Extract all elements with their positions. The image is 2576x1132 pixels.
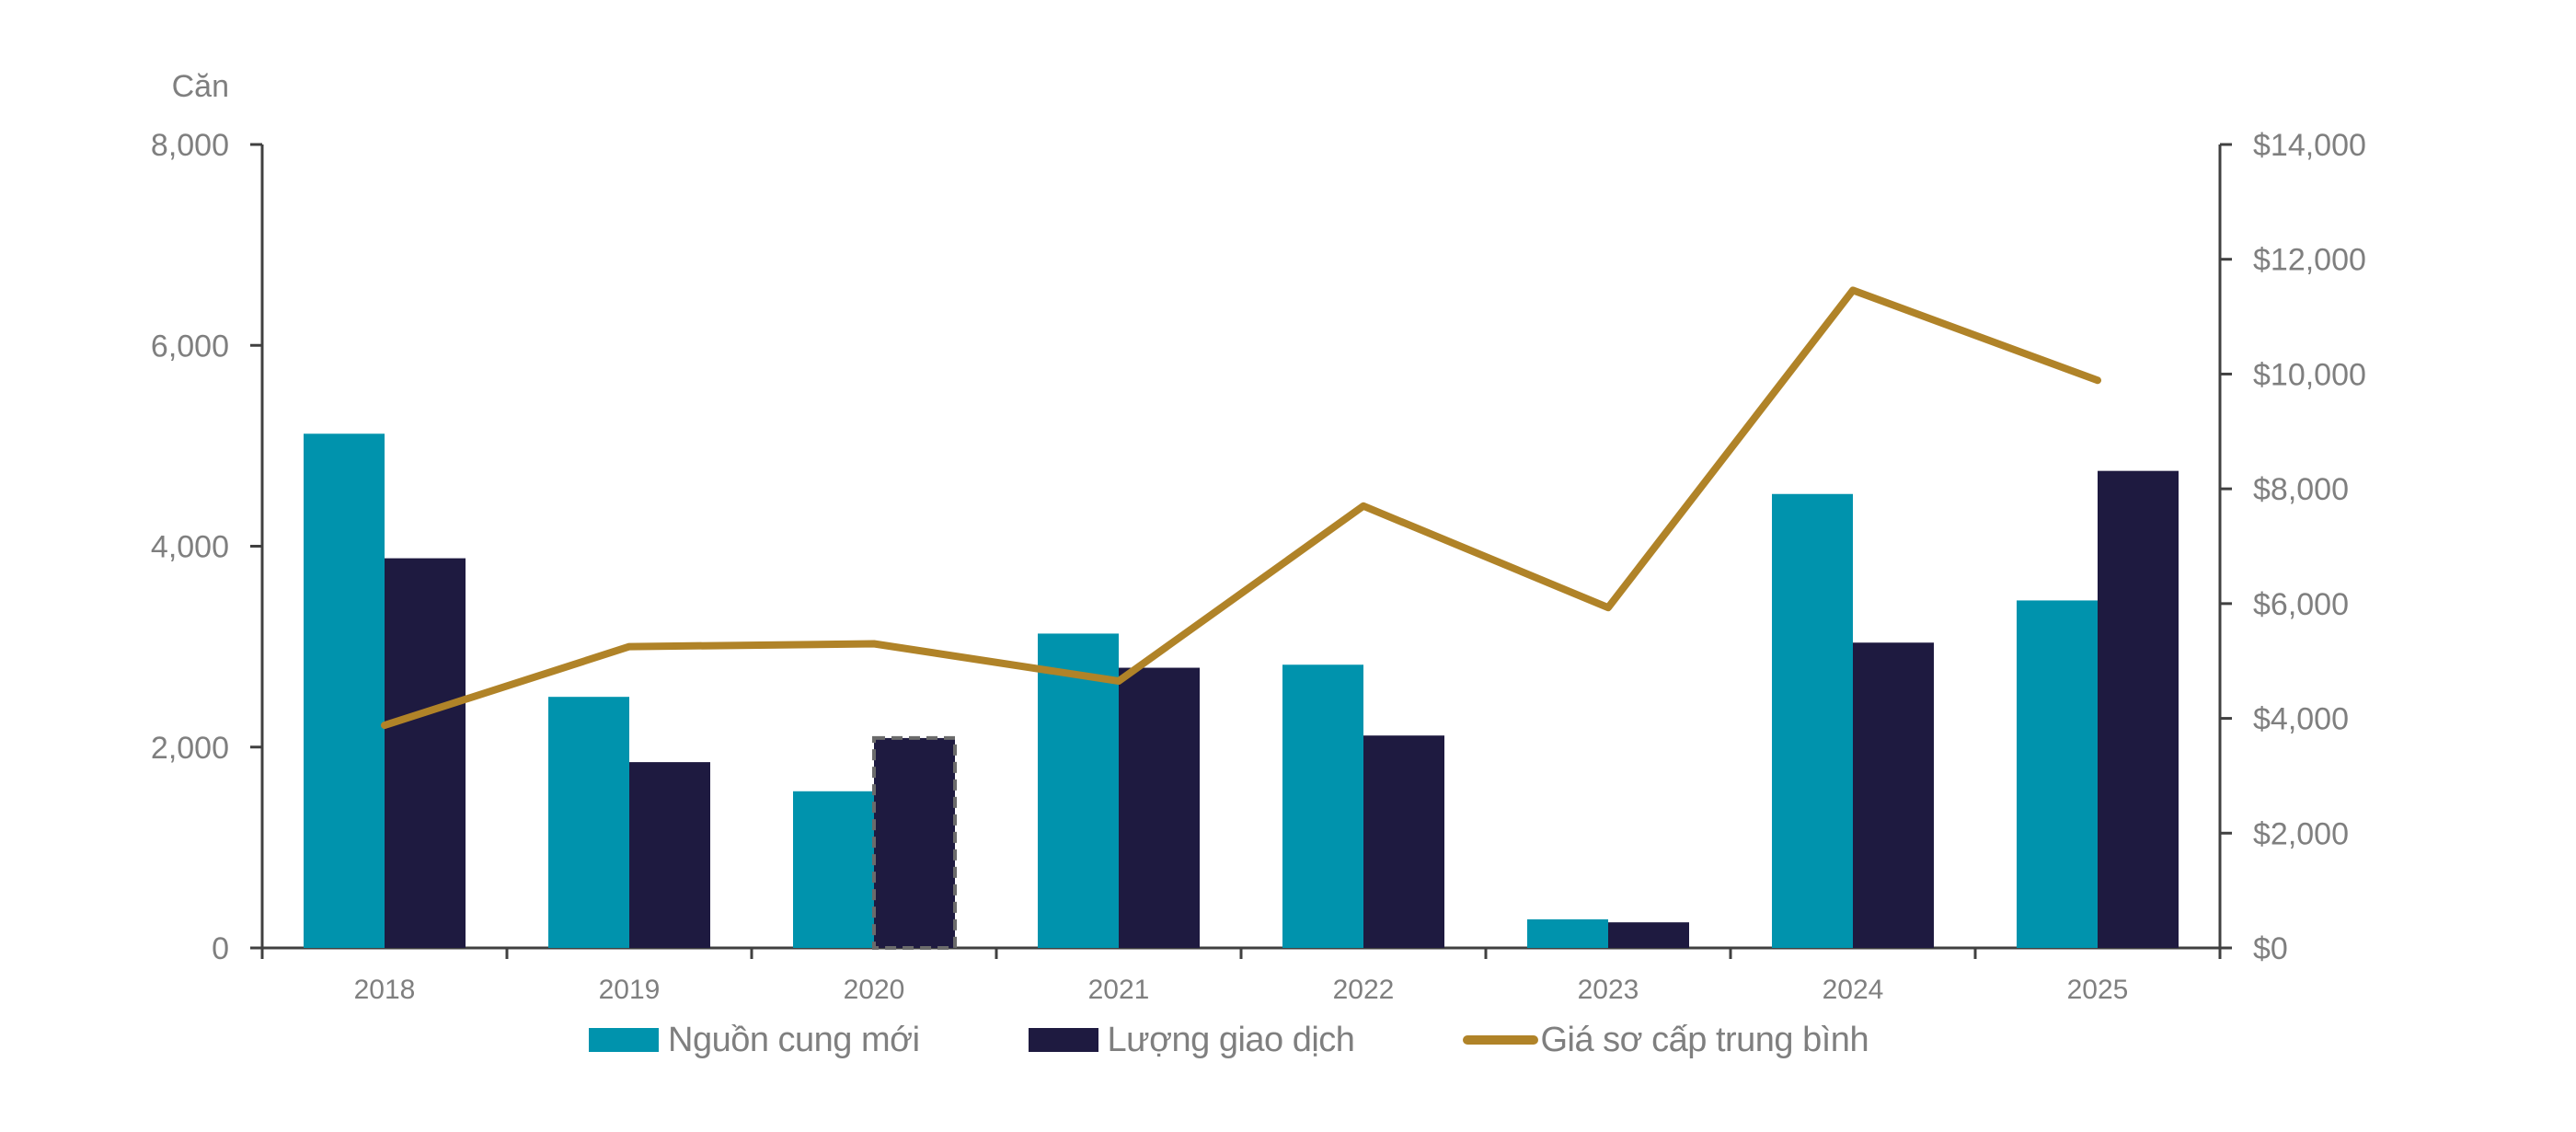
right-axis-tick-label: $14,000 (2253, 128, 2366, 163)
bar-transactions-2019 (629, 762, 710, 948)
right-axis-tick-label: $8,000 (2253, 472, 2349, 507)
price-line-series (381, 286, 2101, 730)
bar-new-supply-2021 (1038, 633, 1119, 948)
legend-swatch-new-supply (589, 1028, 659, 1052)
left-axis-tick-label: 0 (212, 931, 229, 966)
right-axis-tick-label: $4,000 (2253, 702, 2349, 737)
legend-item-transactions: Lượng giao dịch (1028, 1020, 1355, 1060)
bar-new-supply-2020 (793, 791, 874, 948)
price-line (381, 286, 2101, 730)
x-axis-category-label: 2021 (1088, 975, 1150, 1005)
right-axis-tick-label: $0 (2253, 931, 2288, 966)
left-y-axis: 0 2,000 4,000 6,000 8,000 (151, 128, 264, 966)
left-axis-tick-label: 6,000 (151, 329, 229, 364)
right-axis-tick-label: $2,000 (2253, 816, 2349, 851)
x-axis-category-label: 2018 (354, 975, 416, 1005)
legend-swatch-transactions (1028, 1028, 1098, 1052)
bar-new-supply-2023 (1527, 918, 1608, 948)
legend-label-new-supply: Nguồn cung mới (668, 1020, 920, 1059)
bar-new-supply-2019 (548, 697, 629, 948)
x-axis-category-label: 2023 (1578, 975, 1639, 1005)
x-axis-category-label: 2020 (844, 975, 905, 1005)
bar-transactions-2024 (1853, 642, 1934, 948)
bar-new-supply-2024 (1772, 493, 1853, 948)
bar-new-supply-2025 (2017, 600, 2098, 948)
x-axis-category-label: 2019 (599, 975, 661, 1005)
right-axis-tick-label: $12,000 (2253, 243, 2366, 278)
bar-new-supply-2022 (1282, 664, 1363, 948)
right-y-axis: $0 $2,000 $4,000 $6,000 $8,000 $10,000 $12,000… (2218, 128, 2366, 966)
bar-series-group (304, 433, 2179, 951)
left-axis-tick-label: 4,000 (151, 530, 229, 565)
x-axis-category-label: 2025 (2067, 975, 2129, 1005)
legend-item-new-supply: Nguồn cung mới (589, 1021, 920, 1060)
left-axis-tick-label: 8,000 (151, 128, 229, 163)
x-axis: 2018 2019 2020 2021 2022 2023 2024 2025 (250, 946, 2232, 1005)
legend-item-avg-primary-price: Giá sơ cấp trung bình (1463, 1021, 1869, 1060)
x-axis-category-label: 2024 (1823, 975, 1884, 1005)
bar-transactions-2018 (385, 558, 466, 948)
left-axis-tick-label: 2,000 (151, 731, 229, 766)
legend-label-transactions: Lượng giao dịch (1107, 1020, 1355, 1059)
bar-new-supply-2018 (304, 433, 385, 948)
bar-transactions-2022 (1363, 735, 1444, 948)
bar-transactions-2021 (1119, 667, 1200, 948)
x-axis-category-label: 2022 (1333, 975, 1395, 1005)
left-axis-unit-label: Căn (172, 69, 229, 104)
bar-transactions-2025 (2098, 470, 2179, 948)
right-axis-tick-label: $6,000 (2253, 587, 2349, 622)
bar-transactions-2020 (872, 735, 957, 951)
bar-transactions-2023 (1608, 922, 1689, 948)
legend: Nguồn cung mới Lượng giao dịch Giá sơ cấ… (589, 1012, 1869, 1068)
legend-label-avg-primary-price: Giá sơ cấp trung bình (1540, 1020, 1869, 1059)
right-axis-tick-label: $10,000 (2253, 357, 2366, 392)
legend-swatch-avg-primary-price (1463, 1035, 1539, 1045)
